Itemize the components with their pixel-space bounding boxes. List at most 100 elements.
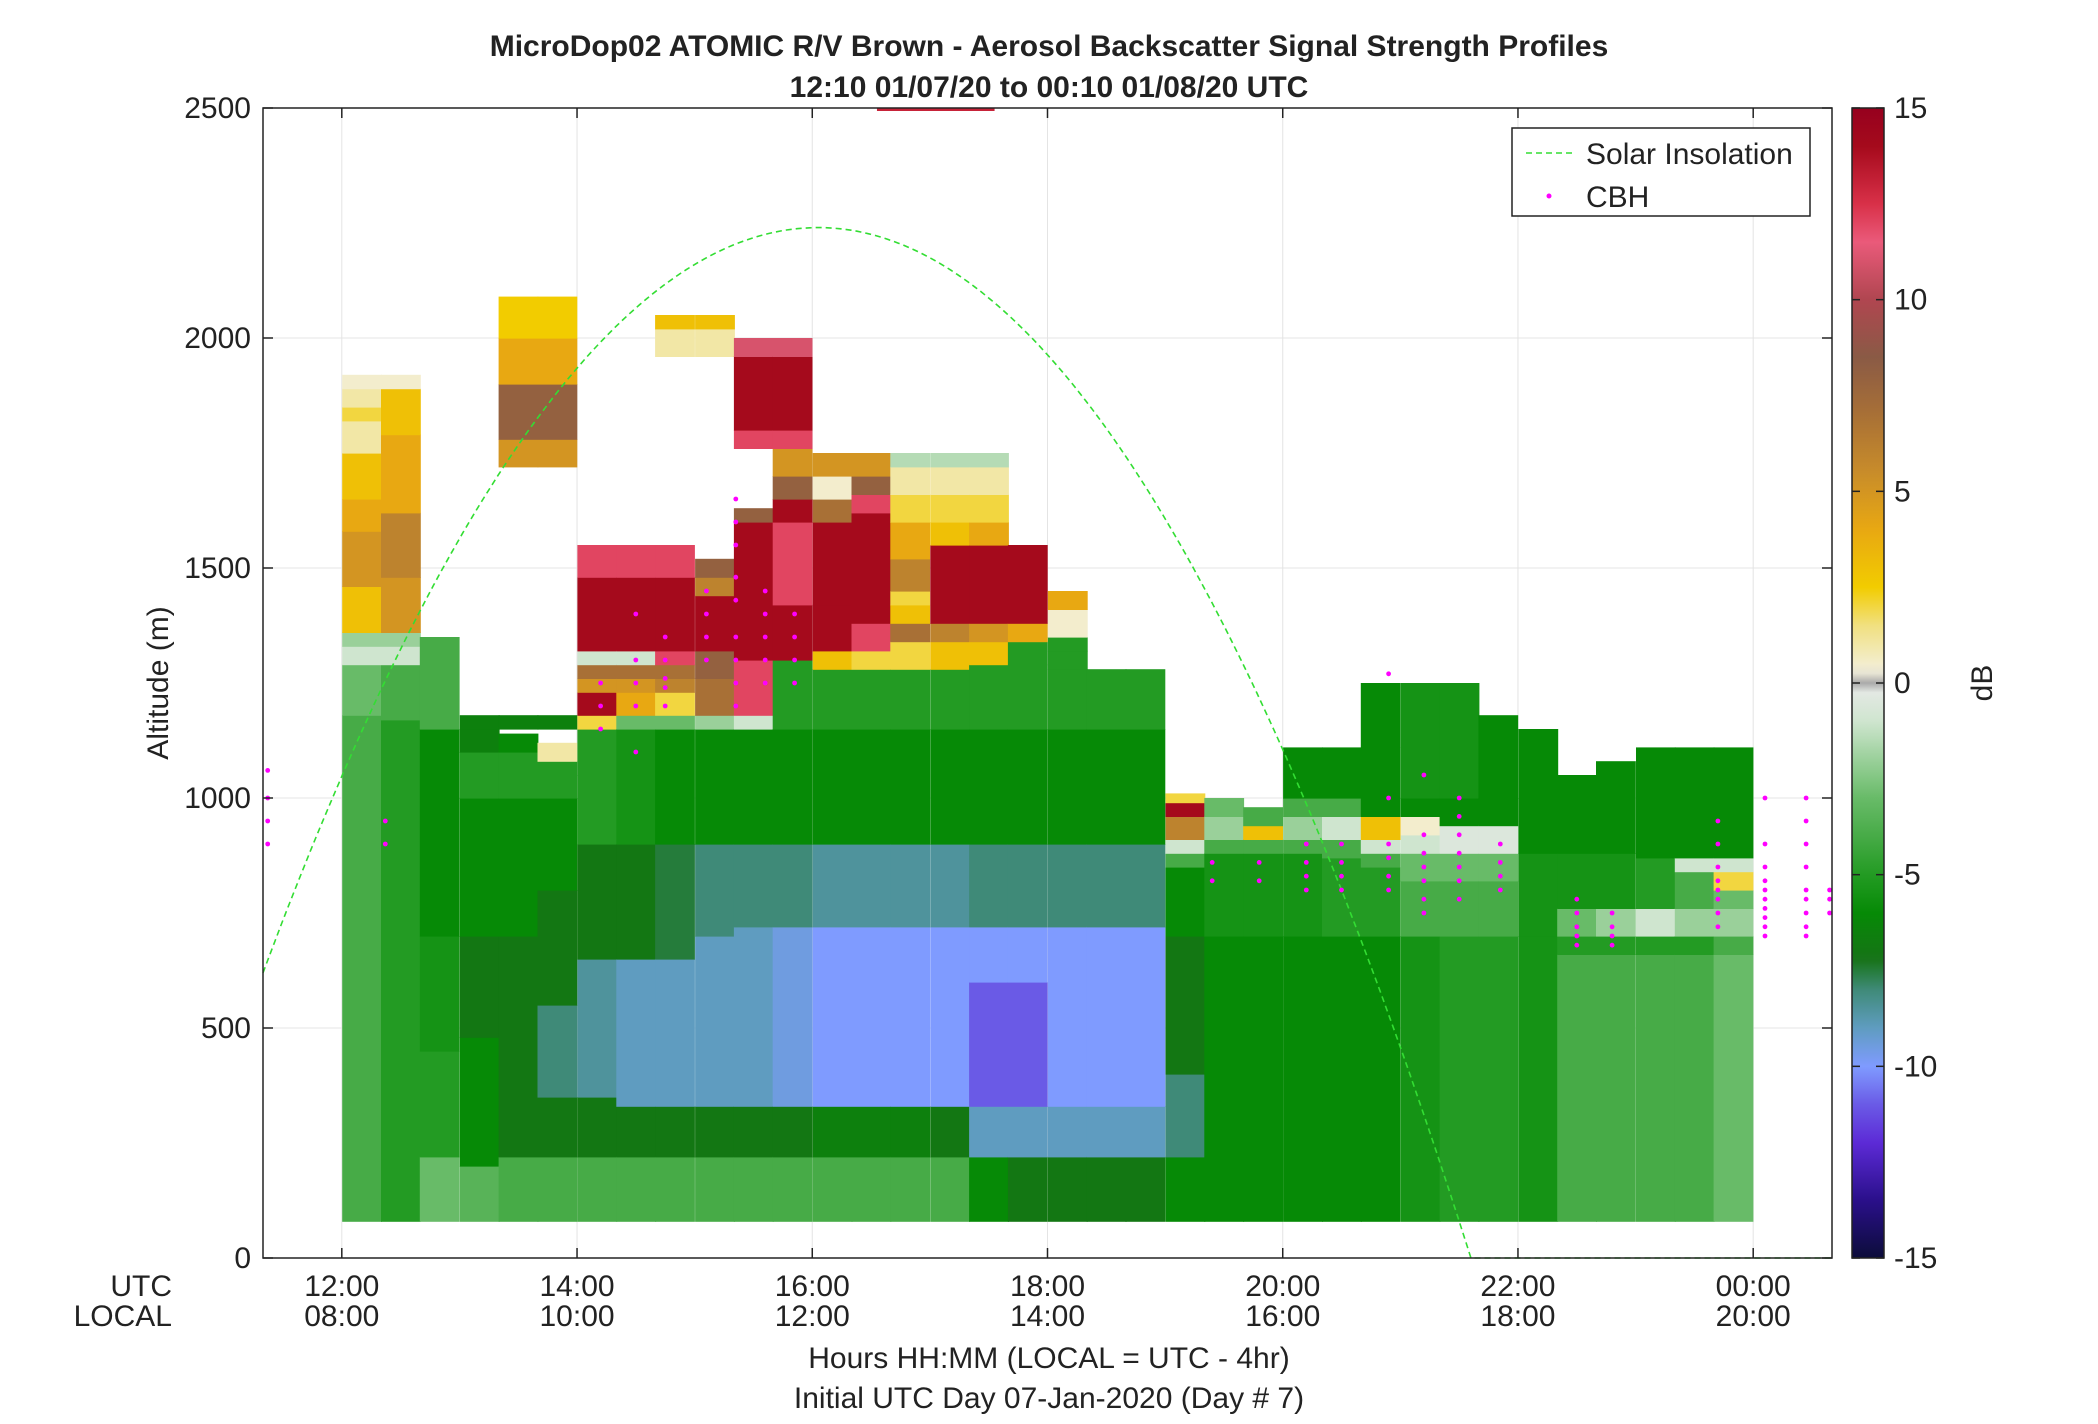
cbh-point: [704, 657, 709, 663]
x-tick-label-utc: 20:00: [1245, 1270, 1320, 1303]
backscatter-cell: [342, 374, 382, 390]
backscatter-cell: [1322, 839, 1362, 859]
backscatter-cell: [498, 1156, 539, 1222]
backscatter-cell: [616, 1156, 657, 1222]
backscatter-cell: [890, 522, 931, 560]
backscatter-cell: [1518, 936, 1559, 1222]
backscatter-cell: [733, 430, 774, 449]
backscatter-cell: [342, 407, 382, 422]
cbh-point: [1715, 878, 1721, 884]
cbh-point: [1609, 924, 1615, 930]
backscatter-cell: [577, 959, 618, 1098]
cbh-point: [1256, 860, 1262, 865]
legend-box: [1511, 127, 1811, 217]
cbh-point: [1386, 795, 1391, 801]
backscatter-cell: [537, 715, 578, 730]
backscatter-cell: [616, 1106, 657, 1158]
cbh-point: [1339, 860, 1344, 865]
backscatter-cell: [1007, 844, 1048, 928]
backscatter-cell: [969, 494, 1009, 523]
cbh-point: [265, 841, 271, 847]
backscatter-cell: [890, 558, 931, 592]
backscatter-cell: [812, 650, 853, 670]
backscatter-cell: [851, 512, 892, 541]
backscatter-cell: [459, 936, 500, 1038]
cbh-point: [1574, 942, 1580, 948]
cbh-point: [733, 703, 739, 709]
backscatter-cell: [890, 466, 931, 495]
backscatter-cell: [969, 466, 1009, 495]
cbh-point: [1803, 924, 1809, 930]
backscatter-cell: [772, 926, 813, 1107]
backscatter-cell: [733, 508, 774, 523]
cbh-point: [733, 597, 739, 603]
backscatter-cell: [1596, 761, 1636, 854]
cbh-point: [633, 657, 639, 663]
backscatter-cell: [655, 664, 695, 679]
chart-subtitle: 12:10 01/07/20 to 00:10 01/08/20 UTC: [790, 71, 1309, 104]
cbh-point: [1497, 873, 1503, 879]
backscatter-cell: [577, 678, 618, 693]
backscatter-cell: [1360, 936, 1401, 1222]
backscatter-cell: [812, 1106, 853, 1158]
backscatter-cell: [655, 729, 695, 845]
cbh-point: [662, 685, 668, 690]
backscatter-cell: [1007, 982, 1048, 1107]
cbh-point: [598, 703, 603, 709]
backscatter-cell: [655, 315, 695, 330]
backscatter-cell: [616, 678, 657, 693]
cbh-point: [1762, 924, 1768, 930]
backscatter-cell: [1007, 664, 1048, 730]
backscatter-cell: [459, 729, 500, 753]
cbh-point: [1497, 860, 1503, 865]
backscatter-cell: [812, 604, 853, 652]
cbh-point: [1762, 841, 1768, 847]
x-tick-label-utc: 14:00: [539, 1270, 614, 1303]
cbh-point: [265, 768, 271, 773]
cbh-point: [1803, 896, 1809, 902]
x-tick-label-utc: 00:00: [1716, 1270, 1791, 1303]
cbh-point: [1762, 864, 1768, 870]
backscatter-cell: [969, 545, 1009, 624]
backscatter-cell: [812, 926, 853, 1107]
cbh-point: [1386, 671, 1391, 677]
backscatter-cell: [969, 641, 1009, 666]
backscatter-cell: [1596, 954, 1636, 1222]
backscatter-cell: [812, 844, 853, 928]
backscatter-cell: [459, 1166, 500, 1222]
backscatter-cell: [1557, 954, 1597, 1222]
backscatter-cell: [1047, 591, 1088, 610]
y-tick-label: 2000: [184, 322, 251, 355]
backscatter-cell: [1360, 683, 1401, 748]
backscatter-cell: [930, 494, 971, 523]
backscatter-cell: [1439, 825, 1480, 854]
backscatter-cell: [616, 729, 657, 845]
backscatter-cell: [537, 1005, 578, 1098]
backscatter-cell: [733, 926, 774, 1107]
backscatter-cell: [1360, 747, 1401, 817]
backscatter-cell: [1125, 926, 1166, 1107]
backscatter-cell: [1674, 857, 1715, 873]
backscatter-cell: [1283, 839, 1323, 854]
cbh-point: [733, 657, 739, 663]
backscatter-cell: [890, 669, 931, 730]
backscatter-cell: [772, 476, 813, 500]
backscatter-cell: [537, 439, 578, 468]
backscatter-cell: [851, 1106, 892, 1158]
cbh-point: [662, 657, 668, 663]
backscatter-cell: [812, 453, 853, 477]
backscatter-cell: [419, 1156, 460, 1222]
backscatter-cell: [695, 328, 735, 357]
cbh-point: [762, 588, 768, 594]
x-tick-label-utc: 22:00: [1480, 1270, 1555, 1303]
backscatter-cell: [1165, 839, 1206, 854]
backscatter-cell: [890, 591, 931, 606]
cbh-points: [265, 496, 1832, 948]
backscatter-cell: [381, 719, 421, 1222]
backscatter-cell: [1125, 844, 1166, 928]
cbh-point: [1762, 906, 1768, 911]
backscatter-cell: [381, 664, 421, 721]
backscatter-cell: [1283, 747, 1323, 799]
cbh-point: [1303, 860, 1309, 865]
backscatter-cell: [695, 558, 735, 578]
